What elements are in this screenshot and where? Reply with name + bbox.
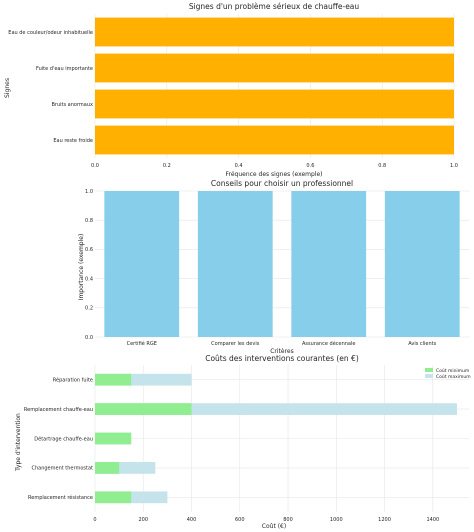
y-tick-label: Eau reste froide [53,138,93,144]
x-tick-label: 800 [283,517,293,523]
x-tick-label: Certifié RGE [127,340,157,347]
bar-max [95,462,156,474]
x-tick-label: 0.8 [378,163,386,169]
bar [95,125,454,155]
chart-2-xlabel: Critères [270,348,294,355]
y-tick-label: Fuite d'eau importante [36,66,93,72]
y-tick-label: 0.2 [85,306,93,312]
x-tick-label: 400 [187,517,197,523]
y-tick-label: Eau de couleur/odeur inhabituelle [8,30,93,36]
bar-min [95,403,192,415]
y-tick-label: Remplacement chauffe-eau [24,407,93,413]
bar-min [95,462,120,474]
bar [95,53,454,83]
chart-warning-signs: Signes d'un problème sérieux de chauffe-… [4,2,458,178]
chart-1-xlabel: Fréquence des signes (exemple) [225,171,322,178]
y-tick-label: Réparation fuite [53,377,93,384]
bar [197,191,273,337]
x-tick-label: 0.2 [163,163,171,169]
bar-min [95,491,132,504]
y-tick-label: Changement thermostat [31,466,93,472]
y-tick-label: 0.8 [85,218,93,224]
y-tick-label: Détartrage chauffe-eau [34,435,93,442]
x-tick-label: Assurance décennale [302,340,355,347]
x-tick-label: 0.0 [91,163,99,169]
y-tick-label: Remplacement résistance [28,494,93,501]
x-tick-label: Avis clients [408,341,436,347]
y-tick-label: 0.4 [85,276,93,282]
y-tick-label: Bruits anormaux [51,102,93,108]
chart-2-ylabel: Importance (exemple) [78,234,85,301]
x-tick-label: Comparer les devis [211,341,260,347]
y-tick-label: 0.6 [85,247,93,253]
x-tick-label: 1000 [330,517,343,523]
chart-3-xlabel: Coût (€) [262,523,286,530]
x-tick-label: 0.4 [235,163,243,169]
x-tick-label: 1.0 [450,163,458,169]
legend-label: Coût minimum [436,367,469,374]
bar-min [95,432,132,445]
chart-choose-professional: Conseils pour choisir un professionnel 0… [78,179,469,355]
bar [384,191,460,337]
chart-3-ylabel: Type d'intervention [15,413,22,472]
x-tick-label: 0 [93,517,96,523]
legend-swatch [425,374,433,378]
y-tick-label: 1.0 [85,189,93,195]
legend-swatch [425,368,433,372]
x-tick-label: 1400 [426,517,439,523]
chart-3-title: Coûts des interventions courantes (en €) [205,354,359,363]
bar [291,191,367,337]
y-tick-label: 0.0 [85,335,93,341]
bar-min [95,373,132,386]
bar [95,89,454,119]
x-tick-label: 200 [138,517,148,523]
chart-intervention-costs: Coûts des interventions courantes (en €)… [15,354,471,530]
x-tick-label: 600 [235,517,245,523]
bar [104,191,180,337]
bar-max [95,373,192,386]
chart-2-title: Conseils pour choisir un professionnel [211,179,353,188]
legend-label: Coût maximum [436,373,471,380]
chart-1-ylabel: Signes [4,78,11,98]
bar-max [95,403,457,415]
x-tick-label: 1200 [378,517,391,523]
bar [95,17,454,47]
chart-1-title: Signes d'un problème sérieux de chauffe-… [189,2,360,11]
x-tick-label: 0.6 [306,163,314,169]
